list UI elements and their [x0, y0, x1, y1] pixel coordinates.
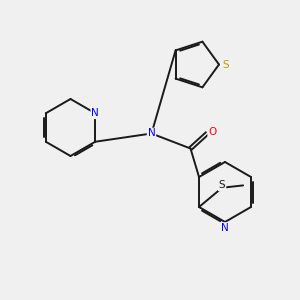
Text: S: S — [219, 180, 225, 190]
Text: N: N — [221, 223, 229, 233]
Text: O: O — [208, 127, 217, 137]
Text: N: N — [148, 128, 155, 139]
Text: S: S — [222, 59, 229, 70]
Text: N: N — [91, 108, 99, 118]
